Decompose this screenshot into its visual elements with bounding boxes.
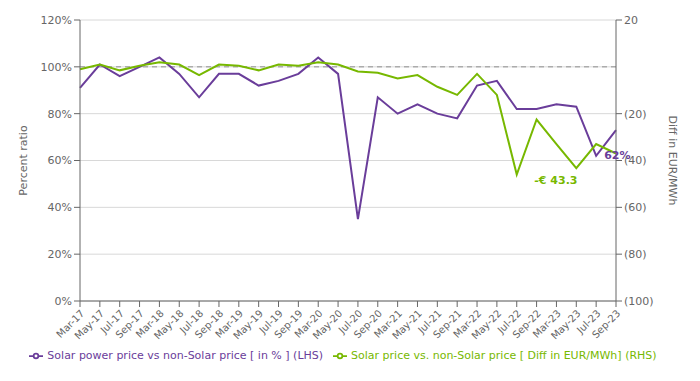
svg-text:May-23: May-23 [548, 307, 583, 342]
svg-text:Sep-17: Sep-17 [113, 307, 146, 341]
svg-text:May-22: May-22 [469, 307, 504, 342]
svg-text:120%: 120% [41, 14, 72, 27]
svg-text:Mar-18: Mar-18 [133, 307, 166, 340]
svg-text:20: 20 [624, 14, 638, 27]
svg-text:(40): (40) [624, 154, 647, 167]
svg-text:(100): (100) [624, 295, 654, 308]
svg-text:Mar-17: Mar-17 [54, 307, 87, 340]
svg-text:Sep-19: Sep-19 [272, 307, 305, 341]
svg-text:Mar-21: Mar-21 [371, 307, 405, 340]
svg-text:60%: 60% [48, 154, 72, 167]
svg-text:(60): (60) [624, 201, 647, 214]
svg-text:Mar-19: Mar-19 [213, 307, 246, 340]
svg-text:100%: 100% [41, 61, 72, 74]
svg-text:-€ 43.3: -€ 43.3 [534, 174, 577, 187]
svg-text:Jul-17: Jul-17 [98, 307, 127, 336]
svg-text:62%: 62% [604, 148, 631, 162]
svg-text:Sep-18: Sep-18 [192, 307, 226, 341]
svg-text:Sep-23: Sep-23 [590, 308, 623, 341]
svg-text:Jul-21: Jul-21 [415, 307, 444, 336]
svg-text:May-21: May-21 [390, 307, 424, 342]
svg-text:Mar-23: Mar-23 [530, 307, 563, 340]
svg-text:Sep-20: Sep-20 [351, 307, 385, 341]
svg-text:80%: 80% [48, 108, 72, 121]
svg-text:Diff in EUR/MWh: Diff in EUR/MWh [666, 116, 679, 206]
svg-text:Jul-20: Jul-20 [336, 307, 365, 336]
svg-text:Jul-18: Jul-18 [177, 307, 206, 336]
svg-text:0%: 0% [55, 295, 72, 308]
svg-text:May-17: May-17 [72, 307, 107, 342]
svg-text:Jul-22: Jul-22 [495, 307, 524, 336]
svg-text:Mar-22: Mar-22 [451, 307, 484, 340]
svg-text:(20): (20) [624, 108, 647, 121]
svg-text:Jul-19: Jul-19 [257, 307, 285, 336]
svg-text:20%: 20% [48, 248, 72, 261]
html-text:Solar power price vs non-Solar: Solar power price vs non-Solar price [ i… [47, 349, 324, 362]
html-text:Solar price vs. non-Solar pric: Solar price vs. non-Solar price [ Diff i… [351, 349, 657, 362]
svg-text:Mar-20: Mar-20 [292, 307, 325, 340]
svg-text:May-20: May-20 [310, 307, 345, 342]
svg-text:40%: 40% [48, 201, 72, 214]
svg-text:Percent ratio: Percent ratio [17, 125, 30, 196]
svg-text:May-18: May-18 [151, 307, 186, 342]
svg-text:(80): (80) [624, 248, 647, 261]
svg-text:Jul-23: Jul-23 [574, 307, 603, 336]
svg-text:May-19: May-19 [231, 307, 266, 342]
svg-text:Sep-21: Sep-21 [431, 307, 464, 341]
svg-text:Sep-22: Sep-22 [510, 307, 543, 341]
